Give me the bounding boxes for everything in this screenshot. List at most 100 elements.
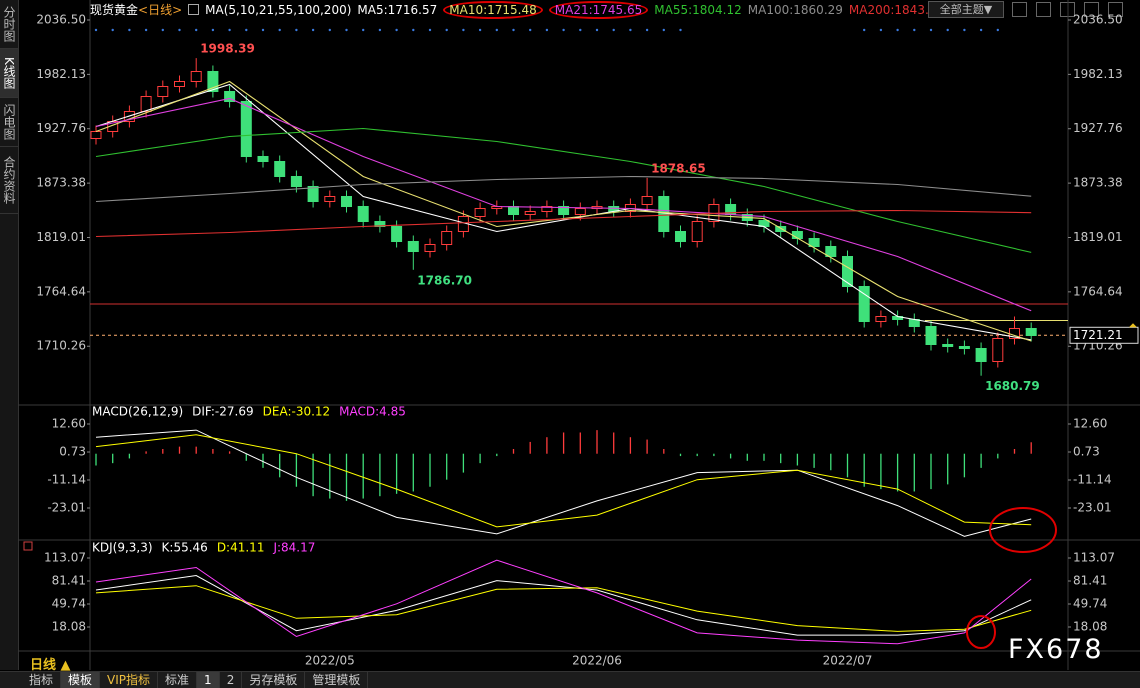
marker-dot bbox=[195, 28, 198, 32]
candle-body bbox=[942, 344, 954, 347]
marker-dot bbox=[261, 28, 265, 32]
ma-legend: MA10:1715.48 bbox=[443, 0, 543, 19]
candle-body bbox=[691, 221, 703, 242]
y-tick-label: 1982.13 bbox=[36, 67, 86, 81]
y-tick-label: 81.41 bbox=[1073, 574, 1107, 588]
toolbar-tab[interactable]: 1 bbox=[197, 672, 220, 688]
highlight-ellipse bbox=[989, 507, 1057, 553]
sidebar-tab[interactable]: 闪电图 bbox=[0, 98, 18, 147]
period-label: <日线> bbox=[138, 3, 183, 17]
sidebar-tab[interactable]: K线图 bbox=[0, 49, 18, 98]
candle-body bbox=[925, 326, 937, 345]
chart: 2036.50 2036.50 1982.13 1982.13 1927.76 1927.… bbox=[18, 0, 1140, 670]
price-annotation: 1878.65 bbox=[651, 161, 706, 175]
marker-dot bbox=[445, 28, 448, 32]
y-tick-label: 18.08 bbox=[52, 620, 86, 634]
price-annotation: 1786.70 bbox=[417, 273, 472, 287]
x-tick-label: 2022/06 bbox=[572, 654, 622, 668]
candle-body bbox=[858, 286, 870, 322]
candle-body bbox=[541, 206, 553, 212]
marker-dot bbox=[662, 28, 665, 32]
candle-body bbox=[558, 206, 570, 215]
y-tick-label: 2036.50 bbox=[36, 13, 86, 27]
candle-body bbox=[992, 338, 1004, 362]
candle-body bbox=[424, 244, 436, 252]
candle-body bbox=[140, 96, 152, 112]
ma-legend: MA100:1860.29 bbox=[747, 2, 843, 17]
highlight-ellipse bbox=[966, 615, 996, 649]
toolbar-tab[interactable]: VIP指标 bbox=[100, 672, 159, 688]
ma-legend: MA21:1745.65 bbox=[548, 0, 649, 19]
indicator-legend: D:41.11 bbox=[217, 541, 265, 555]
indicator-legend: MACD:4.85 bbox=[339, 405, 406, 419]
marker-dot bbox=[679, 28, 682, 32]
marker-dot bbox=[245, 28, 248, 32]
ma-legend: MA5:1716.57 bbox=[357, 2, 438, 17]
marker-dot bbox=[462, 28, 465, 32]
indicator-line bbox=[95, 559, 1032, 645]
toolbar-tab[interactable]: 另存模板 bbox=[242, 672, 306, 688]
indicator-legend: DIF:-27.69 bbox=[192, 405, 253, 419]
marker-dot bbox=[946, 28, 949, 32]
instrument-name: 现货黄金 bbox=[90, 3, 139, 17]
indicator-line bbox=[95, 175, 1032, 203]
ma-legend: MA200:1843.8 bbox=[848, 2, 937, 17]
y-tick-label: 2036.50 bbox=[1073, 13, 1123, 27]
toolbar-tab[interactable]: 模板 bbox=[61, 672, 101, 688]
y-tick-label: 1710.26 bbox=[36, 339, 86, 353]
indicator-line bbox=[95, 209, 1032, 238]
sidebar-tab[interactable]: 分时图 bbox=[0, 0, 18, 49]
marker-dot bbox=[128, 28, 131, 32]
toolbar-tab[interactable]: 管理模板 bbox=[305, 672, 369, 688]
candle-body bbox=[675, 231, 686, 242]
y-tick-label: 113.07 bbox=[1073, 551, 1115, 565]
marker-dot bbox=[545, 28, 549, 32]
sidebar-tab[interactable]: 合约资料 bbox=[0, 147, 18, 214]
icon bbox=[23, 541, 33, 551]
toolbar-tab[interactable]: 指标 bbox=[22, 672, 62, 688]
icon-button[interactable] bbox=[1084, 2, 1099, 17]
candle-body bbox=[524, 211, 536, 215]
icon[interactable] bbox=[188, 4, 200, 15]
candle-body bbox=[574, 208, 586, 215]
x-tick-label: 2022/05 bbox=[305, 654, 355, 668]
marker-dot bbox=[963, 28, 966, 32]
candle-body bbox=[775, 226, 787, 232]
theme-select[interactable]: 全部主题▼ bbox=[928, 1, 1004, 18]
candle-body bbox=[90, 131, 102, 139]
marker-dot bbox=[595, 28, 599, 32]
y-tick-label: 1764.64 bbox=[1073, 284, 1123, 298]
y-tick-label: -23.01 bbox=[47, 501, 86, 515]
marker-dot bbox=[562, 28, 565, 32]
indicator-line bbox=[95, 574, 1032, 636]
y-tick-label: 12.60 bbox=[1073, 416, 1107, 430]
icon-button[interactable] bbox=[1036, 2, 1051, 17]
candle-body bbox=[190, 71, 202, 82]
marker-dot bbox=[478, 28, 482, 32]
candle-body bbox=[324, 196, 336, 202]
header: 现货黄金<日线> MA(5,10,21,55,100,200) MA5:1716… bbox=[90, 0, 937, 19]
indicator-legend: KDJ(9,3,3) bbox=[92, 541, 153, 555]
candle-body bbox=[341, 196, 352, 207]
candle-body bbox=[290, 176, 302, 187]
instrument: 现货黄金<日线> bbox=[90, 1, 182, 18]
icon-button[interactable] bbox=[1108, 2, 1123, 17]
marker-dot bbox=[328, 28, 331, 32]
x-tick-label: 2022/07 bbox=[823, 654, 873, 668]
price-annotation: 1680.79 bbox=[985, 379, 1040, 393]
ma-legend: MA55:1804.12 bbox=[654, 2, 742, 17]
toolbar-tab[interactable]: 标准 bbox=[158, 672, 198, 688]
y-tick-label: 49.74 bbox=[1073, 597, 1107, 611]
y-tick-label: 1982.13 bbox=[1073, 67, 1123, 81]
candle-body bbox=[875, 316, 887, 322]
y-tick-label: 1873.38 bbox=[36, 176, 86, 190]
toolbar-tab[interactable]: 2 bbox=[220, 672, 243, 688]
icon-button[interactable] bbox=[1012, 2, 1027, 17]
marker-dot bbox=[362, 28, 365, 32]
y-tick-label: -23.01 bbox=[1073, 501, 1112, 515]
marker-dot bbox=[412, 28, 415, 32]
indicator-legend: K:55.46 bbox=[162, 541, 208, 555]
marker-dot bbox=[929, 28, 933, 32]
period-button[interactable]: 日线 ▲ bbox=[30, 658, 71, 673]
